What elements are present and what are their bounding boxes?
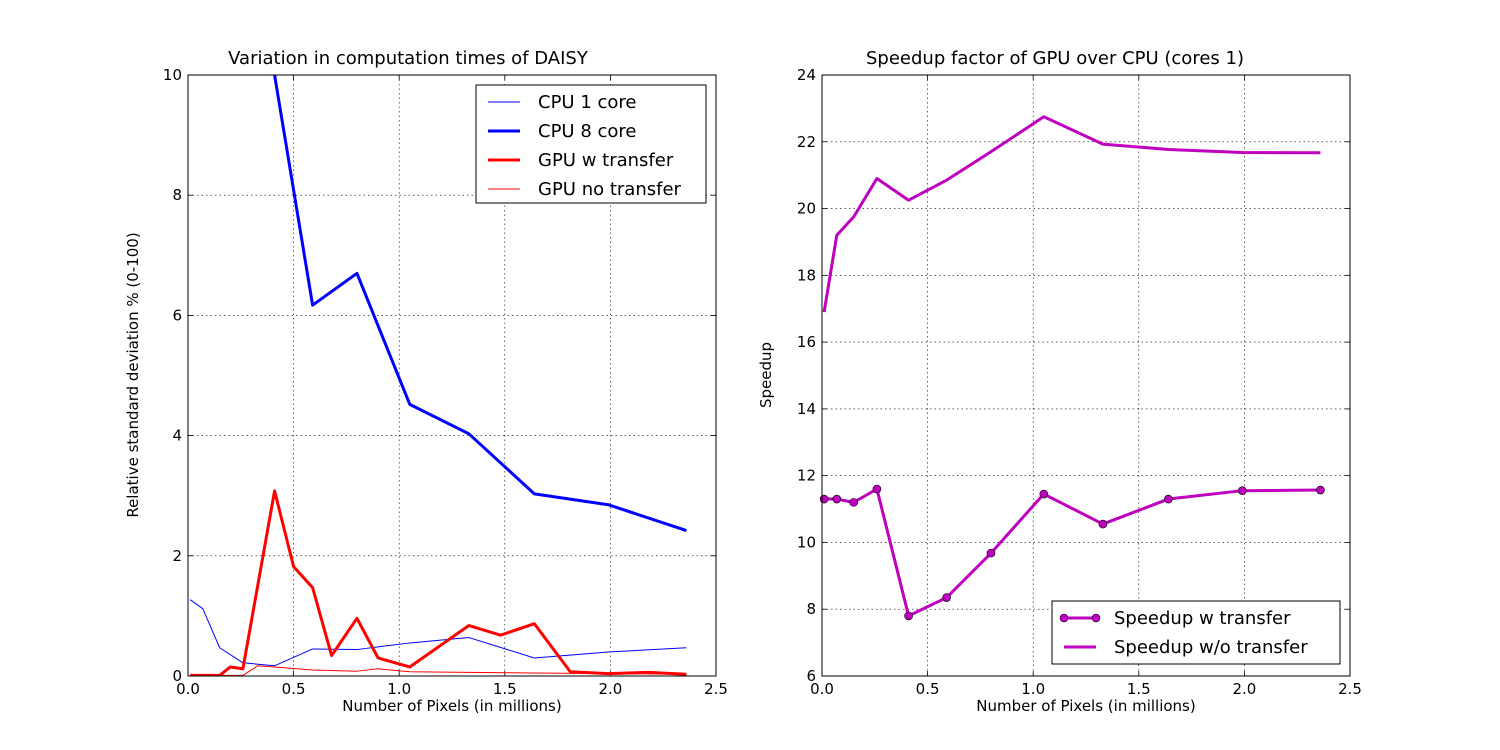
- legend-label: GPU no transfer: [538, 179, 682, 200]
- y-tick-label: 16: [797, 333, 816, 351]
- chart-speedup-factor: Speedup factor of GPU over CPU (cores 1)…: [757, 48, 1362, 715]
- y-tick-label: 4: [172, 427, 182, 445]
- data-point-speedup-w-transfer: [872, 484, 882, 494]
- chart-title: Speedup factor of GPU over CPU (cores 1): [866, 48, 1244, 69]
- series-line-gpu-no-transfer: [190, 665, 687, 676]
- y-tick-label: 8: [806, 600, 816, 618]
- x-tick-label: 2.0: [598, 680, 622, 698]
- legend-label: Speedup w/o transfer: [1114, 637, 1308, 658]
- legend-marker: [1059, 613, 1069, 623]
- x-tick-label: 0.5: [916, 680, 940, 698]
- x-tick-label: 0.0: [176, 680, 200, 698]
- x-tick-label: 2.5: [1338, 680, 1362, 698]
- legend-marker: [1091, 613, 1101, 623]
- legend-label: GPU w transfer: [538, 150, 674, 171]
- y-tick-label: 20: [797, 200, 816, 218]
- axes-frame: [187, 74, 717, 677]
- x-tick-label: 0.5: [282, 680, 306, 698]
- y-tick-label: 12: [797, 467, 816, 485]
- data-point-speedup-w-transfer: [832, 494, 842, 504]
- y-tick-label: 6: [806, 667, 816, 685]
- data-point-speedup-w-transfer: [1098, 519, 1108, 529]
- x-axis-label: Number of Pixels (in millions): [342, 697, 561, 715]
- legend-label: CPU 1 core: [538, 92, 636, 113]
- legend-label: CPU 8 core: [538, 121, 636, 142]
- x-tick-label: 1.5: [1127, 680, 1151, 698]
- data-point-speedup-w-transfer: [986, 548, 996, 558]
- series-line-gpu-w-transfer: [190, 489, 687, 676]
- legend: CPU 1 core CPU 8 core GPU w transfer GPU no…: [475, 84, 707, 204]
- y-tick-label: 24: [797, 66, 816, 84]
- y-tick-label: 8: [172, 186, 182, 204]
- data-point-speedup-w-transfer: [1039, 489, 1049, 499]
- series-line-speedup-w-o-transfer: [822, 115, 1321, 313]
- y-tick-label: 22: [797, 133, 816, 151]
- y-tick-label: 10: [163, 66, 182, 84]
- axes-frame: [821, 74, 1351, 677]
- y-tick-label: 10: [797, 533, 816, 551]
- data-point-speedup-w-transfer: [904, 611, 913, 621]
- y-axis-label: Speedup: [757, 342, 775, 408]
- x-tick-label: 1.0: [387, 680, 411, 698]
- legend-box: [1051, 600, 1341, 665]
- legend: Speedup w transfer Speedup w/o transfer: [1051, 600, 1341, 665]
- series-line-cpu-1-core: [189, 599, 687, 667]
- y-tick-label: 6: [172, 306, 182, 324]
- x-tick-label: 1.5: [493, 680, 517, 698]
- x-tick-label: 2.0: [1232, 680, 1256, 698]
- legend-label: Speedup w transfer: [1114, 608, 1291, 629]
- y-tick-label: 0: [172, 667, 182, 685]
- x-tick-label: 2.5: [704, 680, 728, 698]
- x-tick-label: 1.0: [1021, 680, 1045, 698]
- y-tick-label: 2: [172, 547, 182, 565]
- x-axis-label: Number of Pixels (in millions): [976, 697, 1195, 715]
- data-point-speedup-w-transfer: [819, 494, 829, 504]
- chart-relative-std-deviation: Variation in computation times of DAISY …: [124, 48, 728, 715]
- series-line-cpu-8-core: [273, 75, 687, 532]
- y-tick-label: 18: [797, 266, 816, 284]
- data-point-speedup-w-transfer: [1237, 486, 1247, 495]
- data-point-speedup-w-transfer: [1164, 494, 1173, 504]
- series-line-speedup-w-transfer: [824, 487, 1321, 618]
- data-point-speedup-w-transfer: [849, 498, 858, 507]
- data-point-speedup-w-transfer: [1316, 485, 1325, 495]
- plot-area: [189, 75, 687, 676]
- x-tick-label: 0.0: [810, 680, 834, 698]
- y-tick-label: 14: [797, 400, 816, 418]
- legend-box: [475, 84, 707, 204]
- plot-area: [822, 115, 1321, 618]
- chart-title: Variation in computation times of DAISY: [228, 48, 589, 69]
- data-point-speedup-w-transfer: [942, 593, 951, 602]
- y-axis-label: Relative standard deviation % (0-100): [124, 232, 142, 517]
